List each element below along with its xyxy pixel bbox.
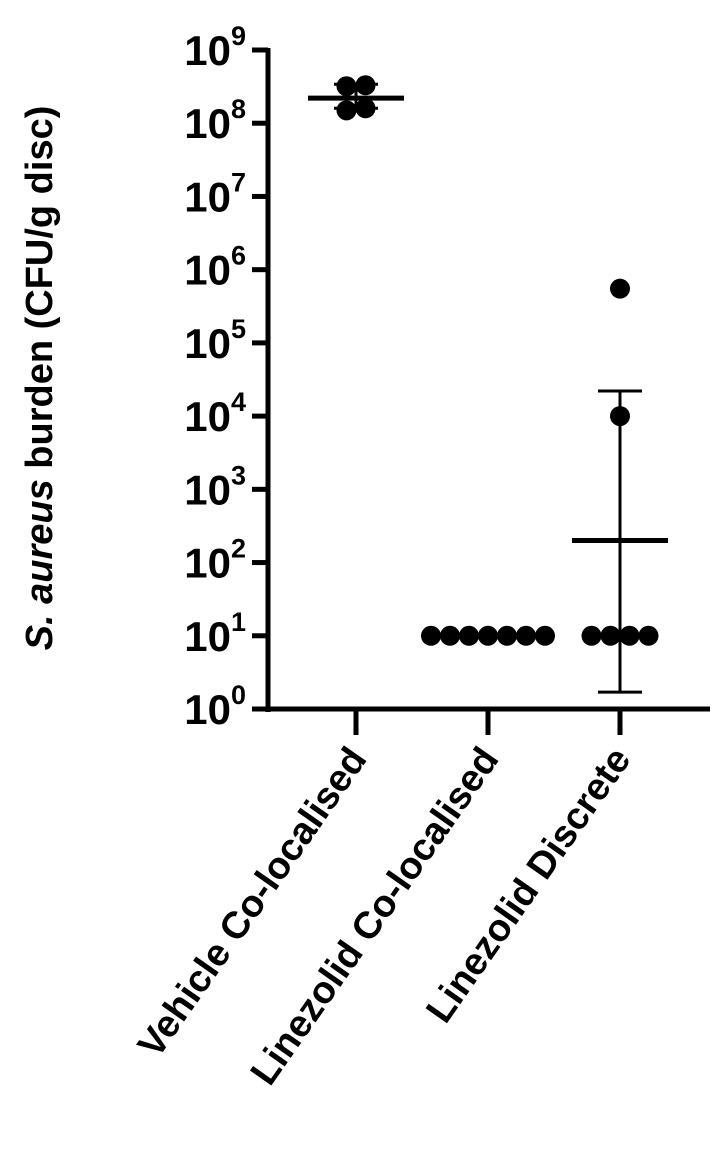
y-tick-label-exponent: 7 xyxy=(231,167,246,197)
y-tick-label-base: 10 xyxy=(184,173,231,220)
y-tick-label-3: 103 xyxy=(184,460,246,513)
y-tick-label-7: 107 xyxy=(184,167,246,220)
y-tick-label-exponent: 6 xyxy=(231,241,246,271)
y-tick-label-base: 10 xyxy=(184,540,231,587)
y-tick-label-1: 101 xyxy=(184,607,246,660)
data-point-0-0 xyxy=(336,76,357,97)
y-tick-label-exponent: 5 xyxy=(231,314,246,344)
y-tick-label-6: 106 xyxy=(184,241,246,294)
y-tick-label-base: 10 xyxy=(184,247,231,294)
category-label-1: Linezolid Co-localised xyxy=(243,740,507,1093)
data-point-2-3 xyxy=(638,625,659,646)
data-point-0-0 xyxy=(336,100,357,121)
y-tick-label-base: 10 xyxy=(184,393,231,440)
data-point-2-1 xyxy=(600,625,621,646)
y-tick-label-base: 10 xyxy=(184,100,231,147)
y-tick-label-base: 10 xyxy=(184,27,231,74)
y-tick-label-exponent: 9 xyxy=(231,21,246,51)
y-tick-label-base: 10 xyxy=(184,686,231,733)
category-label-0: Vehicle Co-localised xyxy=(130,740,375,1065)
y-tick-label-5: 105 xyxy=(184,314,246,367)
data-point-2-2 xyxy=(619,625,640,646)
y-tick-label-exponent: 4 xyxy=(231,387,246,417)
y-axis-title: S. aureus burden (CFU/g disc) xyxy=(19,106,61,651)
y-tick-label-0: 100 xyxy=(184,680,246,733)
y-tick-label-exponent: 3 xyxy=(231,460,246,490)
y-tick-label-8: 108 xyxy=(184,94,246,147)
axes xyxy=(252,47,710,735)
y-tick-label-exponent: 2 xyxy=(231,534,246,564)
error-bars xyxy=(308,82,668,694)
data-points xyxy=(336,75,659,646)
data-point-1-6 xyxy=(535,625,555,646)
y-tick-label-4: 104 xyxy=(184,387,246,440)
y-tick-label-base: 10 xyxy=(184,613,231,660)
y-tick-label-2: 102 xyxy=(184,534,246,587)
data-point-2-0 xyxy=(610,278,630,299)
y-tick-label-exponent: 0 xyxy=(231,680,246,710)
y-tick-label-base: 10 xyxy=(184,320,231,367)
y-tick-label-exponent: 1 xyxy=(231,607,246,637)
y-tick-label-base: 10 xyxy=(184,466,231,513)
y-tick-label-exponent: 8 xyxy=(231,94,246,124)
data-point-1-0 xyxy=(421,625,441,646)
y-axis-title-italic: S. aureus xyxy=(19,479,61,650)
y-tick-label-9: 109 xyxy=(184,21,246,74)
data-point-2-0 xyxy=(581,625,602,646)
y-axis-title-rest: burden (CFU/g disc) xyxy=(19,106,61,480)
